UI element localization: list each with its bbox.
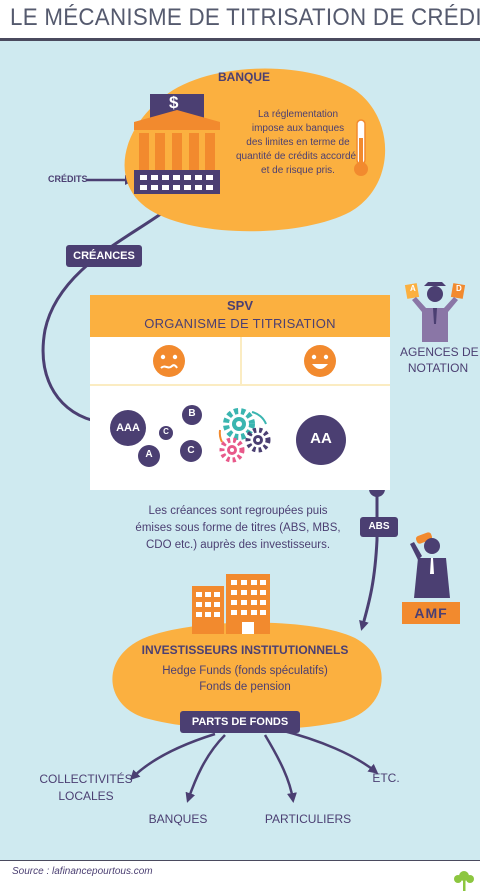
destination-etc: ETC. xyxy=(372,771,400,785)
aa-pool-graphic xyxy=(296,415,346,465)
abs-tag xyxy=(360,517,398,537)
regulation-line: quantité de crédits accordés xyxy=(236,151,362,162)
agencies-line: AGENCES DE xyxy=(400,345,479,359)
destination-line: LOCALES xyxy=(58,789,114,803)
abs-label: ABS xyxy=(368,521,390,532)
description-line: émises sous forme de titres (ABS, MBS, xyxy=(135,522,341,534)
regulation-line: des limites en terme de xyxy=(246,137,350,148)
regulation-line: impose aux banques xyxy=(251,123,345,134)
agency-card-d: D xyxy=(456,284,462,293)
arrow-particuliers xyxy=(263,734,297,803)
bank-heading: BANQUE xyxy=(218,70,271,84)
credit-pool-graphic xyxy=(110,405,202,467)
securitization-description: Les créances sont regroupées puis émises… xyxy=(118,503,358,554)
tree-logo-icon xyxy=(454,871,474,891)
gears-icon xyxy=(218,408,271,463)
creances-tag xyxy=(66,245,142,267)
parts-de-fonds-tag xyxy=(180,711,300,733)
description-line: Les créances sont regroupées puis xyxy=(148,505,328,517)
destination-particuliers: PARTICULIERS xyxy=(264,812,352,826)
credit-rating-a: A xyxy=(145,449,153,460)
credit-rating-c: C xyxy=(187,445,195,456)
agency-card-a: A xyxy=(410,284,416,293)
worried-face-icon xyxy=(153,345,185,377)
thermometer-icon xyxy=(354,119,368,176)
rating-agency-figure xyxy=(404,282,466,342)
abs-arrow xyxy=(359,495,379,631)
destination-line: COLLECTIVITÉS xyxy=(39,772,133,786)
bank-building-icon xyxy=(134,94,220,194)
description-line: CDO etc.) auprès des investisseurs. xyxy=(145,539,331,551)
credit-rating-aaa: AAA xyxy=(116,422,140,434)
agencies-line: NOTATION xyxy=(407,361,469,375)
regulation-line: et de risque pris. xyxy=(261,165,335,176)
investors-list: Hedge Funds (fonds spéculatifs) Fonds de… xyxy=(120,663,370,695)
credits-label: CRÉDITS xyxy=(48,174,88,184)
amf-logo-box xyxy=(402,602,460,624)
page-title: LE MÉCANISME DE TITRISATION DE CRÉDITS xyxy=(10,4,480,31)
amf-logo: AMF xyxy=(414,605,448,621)
arrow-banques xyxy=(185,734,226,803)
credit-rating-b: B xyxy=(188,408,196,419)
credit-rating-aa: AA xyxy=(310,430,332,447)
parts-de-fonds-label: PARTS DE FONDS xyxy=(191,716,289,728)
dollar-sign-icon: $ xyxy=(169,93,179,112)
title-divider xyxy=(0,38,480,41)
creances-label: CRÉANCES xyxy=(73,250,135,262)
destination-banques: BANQUES xyxy=(148,812,208,826)
spv-heading: SPV xyxy=(226,298,253,313)
regulation-line: La réglementation xyxy=(257,109,339,120)
spv-subheading: ORGANISME DE TITRISATION xyxy=(144,316,336,331)
spv-column-divider xyxy=(240,337,242,385)
office-building-icon xyxy=(192,574,270,634)
spv-row-divider xyxy=(90,384,390,386)
investors-heading: INVESTISSEURS INSTITUTIONNELS xyxy=(141,643,349,657)
spv-header xyxy=(90,295,390,337)
investors-blob xyxy=(112,622,382,730)
footer xyxy=(0,861,480,893)
agencies-label: AGENCES DE NOTATION xyxy=(400,344,479,376)
investor-type: Hedge Funds (fonds spéculatifs) xyxy=(162,665,328,677)
amf-regulator-figure xyxy=(410,532,450,598)
regulation-text: La réglementation impose aux banques des… xyxy=(236,108,362,178)
smiling-face-icon xyxy=(304,345,336,377)
creances-arrow xyxy=(41,196,182,426)
arrow-collectivites xyxy=(129,732,216,781)
credit-rating-c-small: C xyxy=(163,427,169,436)
investor-type: Fonds de pension xyxy=(199,681,291,693)
destination-collectivites: COLLECTIVITÉS LOCALES xyxy=(36,771,136,805)
source-credit: Source : lafinancepourtous.com xyxy=(12,866,153,877)
arrow-etc xyxy=(279,728,379,774)
